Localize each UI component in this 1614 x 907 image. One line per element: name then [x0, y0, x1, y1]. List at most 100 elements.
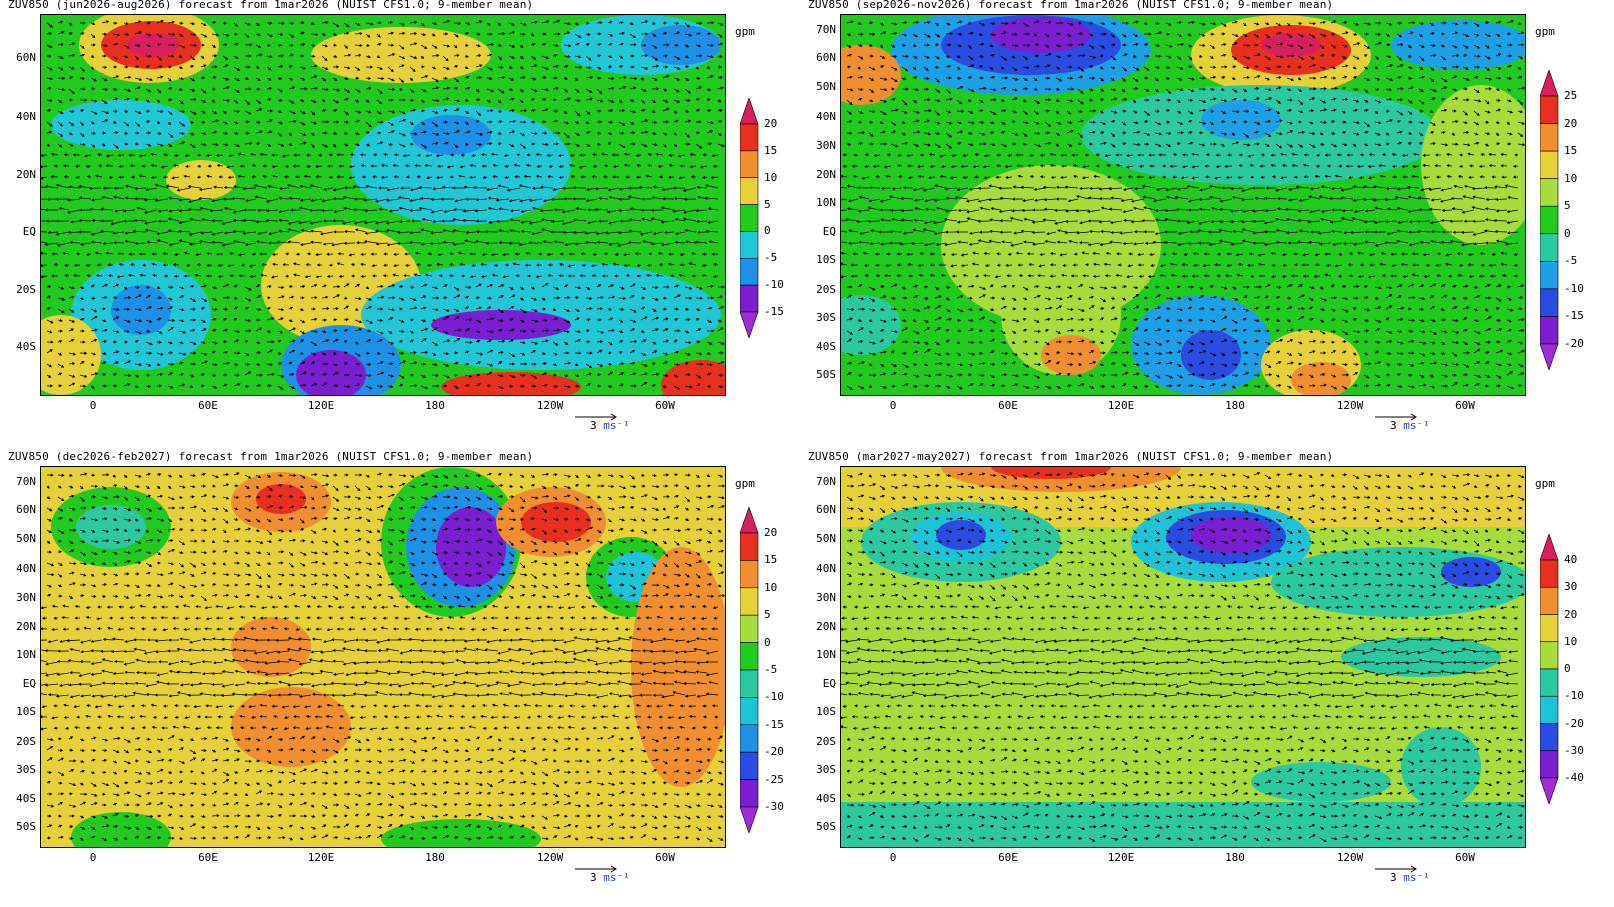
lon-label: 120W [536, 851, 564, 864]
colorbar-label: -10 [1564, 689, 1584, 703]
colorbar-segment [1540, 205, 1559, 235]
lon-label: 180 [1225, 399, 1245, 412]
lat-label: 50S [816, 368, 836, 381]
colorbar-segment [1540, 750, 1559, 779]
colorbar-segment [740, 532, 759, 561]
colorbar-label: 30 [1564, 580, 1578, 594]
map-field [41, 15, 725, 395]
lat-label: 10N [816, 648, 836, 661]
lat-label: 40S [816, 792, 836, 805]
lon-label: 60E [198, 851, 218, 864]
colorbar-segment [740, 642, 759, 671]
colorbar-top-triangle [1540, 534, 1559, 561]
vector-scale-arrow [575, 413, 617, 421]
colorbar-label: 15 [1564, 144, 1578, 158]
colorbar-label: 25 [1564, 89, 1578, 102]
lat-label: 70N [816, 475, 836, 488]
colorbar-bottom-triangle [740, 806, 759, 833]
colorbar-segment [1540, 178, 1559, 207]
colorbar-segment [1540, 95, 1559, 124]
colorbar-label: 0 [764, 635, 771, 649]
colorbar-label: -10 [1564, 281, 1584, 295]
colorbar-segment [740, 150, 759, 179]
vector-scale-label: 3 ms⁻¹ [1390, 871, 1430, 884]
colorbar-label: -20 [1564, 716, 1584, 730]
lat-label: 70N [816, 23, 836, 36]
colorbar-segment [740, 123, 759, 152]
colorbar-segment [740, 697, 759, 726]
colorbar [740, 98, 759, 338]
vector-scale-arrow [575, 865, 617, 873]
colorbar-segment [1540, 150, 1559, 179]
map-area [40, 466, 726, 848]
colorbar-label: 0 [1564, 226, 1571, 240]
lon-label: 120E [1107, 851, 1135, 864]
colorbar-label: -5 [1564, 254, 1578, 268]
colorbar-label: -25 [764, 772, 784, 786]
lat-label: 30S [816, 311, 836, 324]
colorbar-label: -5 [764, 663, 778, 676]
lat-label: EQ [22, 677, 36, 690]
lat-label: 30S [816, 763, 836, 776]
vector-scale-unit: ms⁻¹ [1403, 871, 1430, 884]
colorbar-top-triangle [1540, 70, 1559, 97]
vector-scale-arrow [1375, 865, 1417, 873]
lat-label: 50S [16, 820, 36, 833]
map-area [840, 14, 1526, 396]
lat-label: 20N [816, 168, 836, 181]
lat-label: 10N [16, 648, 36, 661]
lat-label: 60N [16, 503, 36, 516]
lon-label: 120W [1336, 399, 1364, 412]
colorbar-bottom-triangle [1540, 343, 1559, 370]
map-area [40, 14, 726, 396]
colorbar-label: -40 [1564, 771, 1584, 784]
lat-label: 50N [816, 80, 836, 93]
lat-label: 50S [816, 820, 836, 833]
lon-label: 60E [998, 399, 1018, 412]
lon-label: 180 [425, 399, 445, 412]
lon-label: 0 [889, 399, 897, 412]
colorbar-label: 10 [1564, 634, 1578, 648]
lon-label: 120W [536, 399, 564, 412]
lat-label: 30S [16, 763, 36, 776]
lon-label: 60E [998, 851, 1018, 864]
unit-label: gpm [735, 477, 755, 490]
lon-label: 60W [655, 399, 675, 412]
lon-label: 120E [1107, 399, 1135, 412]
colorbar-label: 10 [764, 170, 778, 184]
wind-vectors [41, 19, 725, 390]
colorbar-segment [1540, 641, 1559, 670]
colorbar-segment [740, 669, 759, 698]
panel-title: ZUV850 (sep2026-nov2026) forecast from 1… [808, 0, 1334, 11]
colorbar-label: 10 [1564, 171, 1578, 185]
lat-label: 60N [816, 503, 836, 516]
lat-label: 20S [16, 735, 36, 748]
lat-label: 10S [816, 253, 836, 266]
map-panel-jja: ZUV850 (jun2026-aug2026) forecast from 1… [8, 0, 798, 450]
lon-label: 180 [425, 851, 445, 864]
lon-label: 60W [1455, 399, 1475, 412]
colorbar-label: 20 [1564, 116, 1578, 130]
colorbar-segment [1540, 668, 1559, 697]
colorbar-segment [740, 724, 759, 753]
colorbar-label: -30 [764, 800, 784, 813]
lat-label: 10N [816, 196, 836, 209]
colorbar-label: 5 [764, 608, 771, 622]
lat-label: 40N [816, 562, 836, 575]
lat-label: 30N [816, 591, 836, 604]
vector-scale-value: 3 [590, 419, 597, 432]
colorbar-segment [740, 177, 759, 205]
lat-label: EQ [822, 677, 836, 690]
lon-label: 120E [307, 851, 335, 864]
colorbar-segment [1540, 559, 1559, 588]
colorbar-label: -10 [764, 690, 784, 704]
colorbar-segment [1540, 723, 1559, 752]
unit-label: gpm [735, 25, 755, 38]
lat-label: 40S [16, 792, 36, 805]
map-panel-son: ZUV850 (sep2026-nov2026) forecast from 1… [808, 0, 1598, 450]
unit-label: gpm [1535, 25, 1555, 38]
colorbar-label: 40 [1564, 553, 1578, 566]
lon-label: 0 [889, 851, 897, 864]
lat-label: 30N [16, 591, 36, 604]
colorbar-segment [1540, 316, 1559, 345]
